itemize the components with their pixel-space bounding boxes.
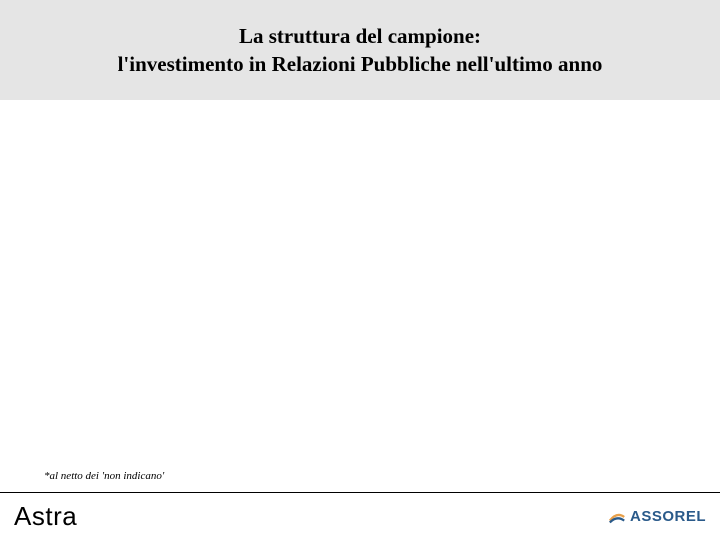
assorel-logo-text: ASSOREL — [630, 508, 706, 525]
astra-logo: Astra — [14, 501, 77, 532]
footer-bar: Astra ASSOREL — [0, 492, 720, 540]
content-area — [0, 100, 720, 470]
assorel-logo: ASSOREL — [608, 508, 706, 526]
title-line-1: La struttura del campione: — [239, 22, 481, 50]
header-band: La struttura del campione: l'investiment… — [0, 0, 720, 100]
title-line-2: l'investimento in Relazioni Pubbliche ne… — [118, 50, 603, 78]
assorel-swoosh-icon — [608, 508, 626, 526]
footnote-text: *al netto dei 'non indicano' — [44, 470, 164, 482]
